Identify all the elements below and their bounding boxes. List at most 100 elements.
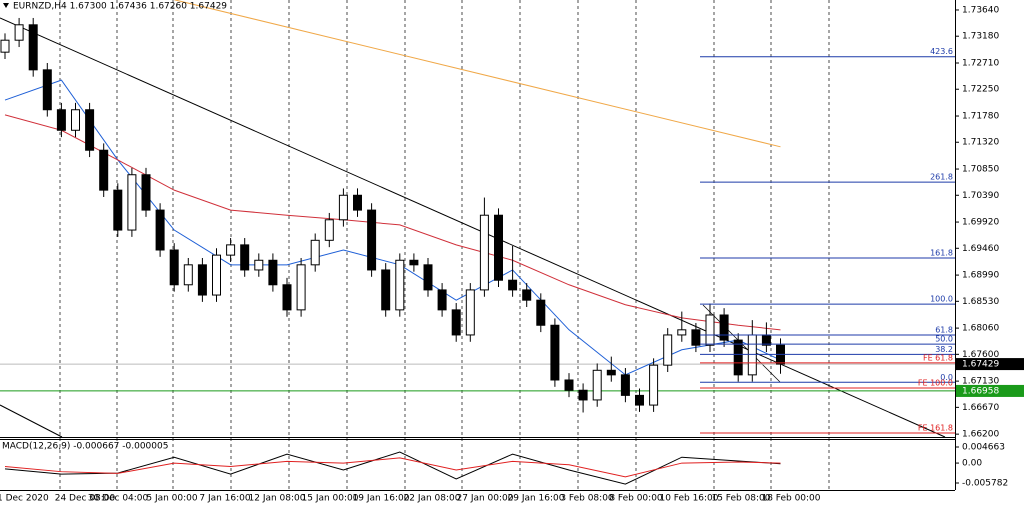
x-tick-label: 18 Feb 00:00 — [761, 494, 820, 504]
candle-body — [268, 259, 278, 286]
fib-label: FE 100.0 — [918, 378, 953, 387]
candle-body — [28, 24, 38, 71]
candle-body — [282, 284, 292, 311]
y-tick-label: 1.69920 — [962, 218, 999, 228]
candle-body — [367, 209, 377, 271]
x-tick-label: 22 Jan 08:00 — [404, 494, 461, 504]
candle-body — [649, 364, 659, 406]
candle-body — [677, 329, 687, 336]
candle-body — [437, 289, 447, 311]
fib-label: 61.8 — [935, 325, 953, 334]
y-tick-label: 1.68060 — [962, 324, 999, 334]
candle-body — [310, 239, 320, 266]
candle-body — [338, 194, 348, 221]
candle-body — [691, 329, 701, 346]
candle-body — [705, 314, 715, 346]
chart-title: EURNZD,H4 1.67300 1.67436 1.67260 1.6742… — [13, 2, 227, 12]
candle-body — [296, 264, 306, 311]
fib-label: 161.8 — [930, 248, 953, 257]
candle-body — [494, 214, 503, 281]
x-tick-label: 24 Dec 08:00 — [55, 494, 116, 504]
x-tick-label: 7 Jan 16:00 — [199, 494, 251, 504]
moving-average — [174, 0, 781, 148]
y-tick-label: 1.73180 — [962, 32, 999, 42]
price-box — [956, 358, 1024, 371]
candle-body — [99, 149, 109, 191]
x-tick-label: 30 Dec 04:00 — [88, 494, 149, 504]
candle-body — [155, 209, 165, 251]
fib-label: FE 61.8 — [923, 353, 953, 362]
symbol-icon — [3, 3, 9, 8]
y-tick-label: -0.005782 — [962, 478, 1008, 488]
candle-body — [606, 369, 616, 376]
x-tick-label: 29 Jan 16:00 — [508, 494, 565, 504]
fib-label: 261.8 — [930, 173, 953, 182]
fib-label: 0.0 — [940, 373, 953, 382]
y-tick-label: 1.72710 — [962, 58, 999, 68]
x-tick-label: 12 Jan 08:00 — [249, 494, 306, 504]
candle-body — [536, 299, 546, 326]
candle-body — [508, 279, 518, 291]
y-tick-label: 1.68990 — [962, 271, 999, 281]
y-tick-label: 1.67600 — [962, 350, 999, 360]
y-tick-label: 1.71320 — [962, 138, 999, 148]
indicator-line — [4, 451, 781, 485]
fib-label: 50.0 — [935, 335, 953, 344]
candle-body — [197, 264, 207, 296]
trendline — [0, 17, 946, 438]
candle-body — [451, 309, 461, 336]
candle-body — [423, 264, 433, 291]
candle-body — [522, 289, 532, 301]
grid — [59, 0, 830, 490]
candle-body — [254, 259, 264, 271]
candle-body — [56, 109, 66, 131]
candle-body — [592, 369, 602, 401]
x-tick-label: 19 Jan 16:00 — [353, 494, 410, 504]
candle-body — [564, 379, 574, 391]
x-tick-label: 5 Jan 00:00 — [146, 494, 198, 504]
fib-label: 100.0 — [930, 295, 953, 304]
candle-body — [183, 264, 193, 286]
fib-label: 38.2 — [935, 345, 953, 354]
candle-body — [409, 259, 419, 266]
price-label: 1.66958 — [962, 386, 999, 396]
y-tick-label: 1.70390 — [962, 191, 999, 201]
candle-body — [578, 389, 588, 401]
fib-label: 423.6 — [930, 47, 953, 56]
indicator-title: MACD(12,26,9) -0.000667 -0.000005 — [2, 442, 168, 452]
candle-body — [465, 289, 475, 336]
candle-body — [395, 259, 405, 311]
candle-body — [733, 339, 743, 376]
candle-body — [635, 394, 644, 406]
y-tick-label: 1.71780 — [962, 112, 999, 122]
fib-label: FE 161.8 — [918, 424, 953, 433]
candle-body — [479, 214, 489, 291]
y-tick-label: 1.69460 — [962, 244, 999, 254]
candle-body — [719, 314, 729, 341]
candle-body — [353, 194, 362, 211]
y-tick-label: 0.004663 — [962, 443, 1005, 453]
candle-body — [324, 219, 334, 241]
y-tick-label: 1.72250 — [962, 85, 999, 95]
candle-body — [169, 249, 179, 286]
y-tick-label: 0.00 — [962, 459, 982, 469]
candle-body — [113, 189, 123, 231]
x-tick-label: 27 Jan 00:00 — [457, 494, 514, 504]
candle-body — [226, 244, 236, 256]
price-box — [956, 384, 1024, 397]
x-tick-label: 8 Feb 00:00 — [609, 494, 663, 504]
candle-body — [663, 334, 673, 366]
candle-body — [141, 174, 151, 211]
candle-body — [550, 324, 560, 381]
x-tick-label: 10 Feb 16:00 — [659, 494, 718, 504]
candle-body — [212, 254, 221, 296]
candle-body — [240, 244, 250, 271]
candle-body — [127, 174, 137, 231]
x-tick-label: 3 Feb 08:00 — [560, 494, 614, 504]
x-tick-label: 21 Dec 2020 — [0, 494, 49, 504]
y-tick-label: 1.73640 — [962, 5, 999, 15]
candle-body — [747, 334, 757, 376]
y-tick-label: 1.70850 — [962, 165, 999, 175]
y-tick-label: 1.66670 — [962, 403, 999, 413]
